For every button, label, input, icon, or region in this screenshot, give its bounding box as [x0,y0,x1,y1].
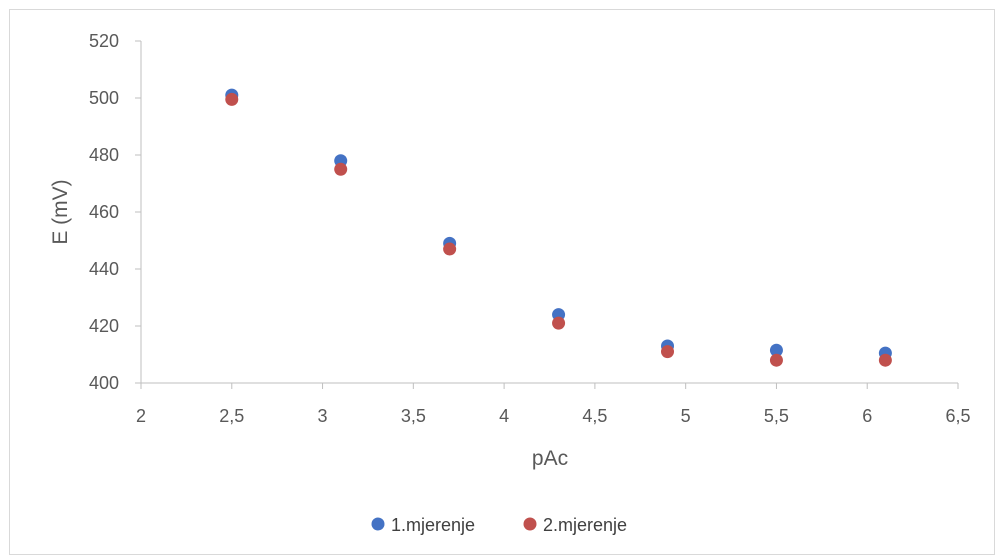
y-tick-label: 440 [89,259,119,279]
series-2-point [769,353,783,367]
x-tick-label: 2,5 [219,406,244,426]
legend-label: 1.mjerenje [391,515,475,535]
y-ticks: 400 420 440 460 480 500 520 [89,31,141,393]
x-axis-title: pAc [532,447,568,470]
y-tick-label: 520 [89,31,119,51]
y-tick-label: 480 [89,145,119,165]
legend-marker [523,517,537,531]
series-2-point [878,353,892,367]
y-tick-label: 420 [89,316,119,336]
x-tick-label: 6 [862,406,872,426]
y-tick-label: 460 [89,202,119,222]
x-tick-label: 2 [136,406,146,426]
axes [140,41,958,384]
legend-item-1: 1.mjerenje [371,515,475,535]
legend-marker [371,517,385,531]
data-points [225,88,892,367]
x-tick-label: 4 [499,406,509,426]
series-2-point [443,242,457,256]
series-2-point [661,345,675,359]
x-tick-label: 3,5 [401,406,426,426]
x-tick-label: 5,5 [764,406,789,426]
series-2-point [225,92,239,106]
y-axis-title: E (mV) [49,179,72,244]
legend-label: 2.mjerenje [543,515,627,535]
series-2-point [552,316,566,330]
y-tick-label: 400 [89,373,119,393]
legend: 1.mjerenje 2.mjerenje [371,515,627,535]
legend-item-2: 2.mjerenje [523,515,627,535]
x-ticks: 2 2,5 3 3,5 4 4,5 5 5,5 6 6,5 [136,383,971,426]
series-1-point [769,343,783,357]
x-tick-label: 6,5 [945,406,970,426]
series-2-point [334,162,348,176]
y-tick-label: 500 [89,88,119,108]
x-tick-label: 3 [318,406,328,426]
x-tick-label: 5 [681,406,691,426]
x-tick-label: 4,5 [582,406,607,426]
chart-frame [9,9,995,555]
